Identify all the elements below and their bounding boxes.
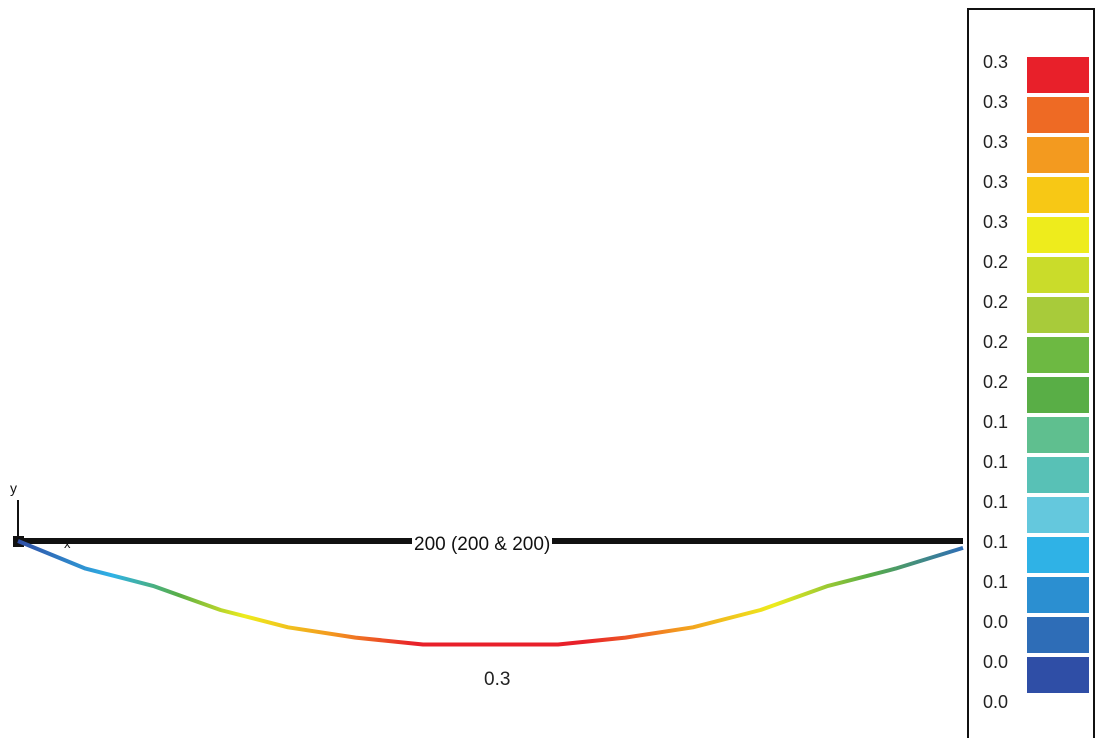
legend-swatch [1027, 97, 1089, 135]
max-deflection-label: 0.3 [484, 669, 511, 690]
legend-swatch [1027, 377, 1089, 415]
legend-swatch [1027, 617, 1089, 655]
legend-label: 0.1 [983, 412, 1009, 432]
legend-label: 0.0 [983, 612, 1009, 632]
legend-label: 0.3 [983, 132, 1009, 152]
legend-swatch [1027, 257, 1089, 295]
legend-swatch [1027, 657, 1089, 695]
legend-label: 0.3 [983, 52, 1009, 72]
y-axis-label: y [10, 480, 17, 496]
legend-label: 0.2 [983, 252, 1009, 272]
legend-label: 0.2 [983, 292, 1009, 312]
x-axis-label: x [64, 536, 71, 551]
legend-swatch [1027, 457, 1089, 495]
member-label: 200 (200 & 200) [412, 533, 553, 557]
legend-label: 0.3 [983, 172, 1009, 192]
legend-label: 0.1 [983, 532, 1009, 552]
color-legend: 0.3 0.3 0.3 0.3 0.3 0.2 0.2 0.2 0.2 0.1 0.1 0.1 0.1 0… [967, 8, 1095, 738]
deflection-curve [17, 539, 964, 647]
legend-swatch [1027, 137, 1089, 175]
legend-label: 0.0 [983, 652, 1009, 672]
legend-swatch [1027, 337, 1089, 375]
legend-swatch [1027, 57, 1089, 95]
legend-label: 0.1 [983, 572, 1009, 592]
legend-label: 0.2 [983, 332, 1009, 352]
legend-label: 0.2 [983, 372, 1009, 392]
legend-swatch [1027, 577, 1089, 615]
legend-swatch [1027, 177, 1089, 215]
legend-swatch [1027, 537, 1089, 575]
legend-swatch [1027, 297, 1089, 335]
legend-label: 0.1 [983, 492, 1009, 512]
legend-swatch [1027, 417, 1089, 455]
legend-swatch [1027, 497, 1089, 535]
legend-label: 0.3 [983, 212, 1009, 232]
legend-label: 0.0 [983, 692, 1009, 712]
legend-label: 0.3 [983, 92, 1009, 112]
legend-swatch [1027, 217, 1089, 255]
legend-label: 0.1 [983, 452, 1009, 472]
